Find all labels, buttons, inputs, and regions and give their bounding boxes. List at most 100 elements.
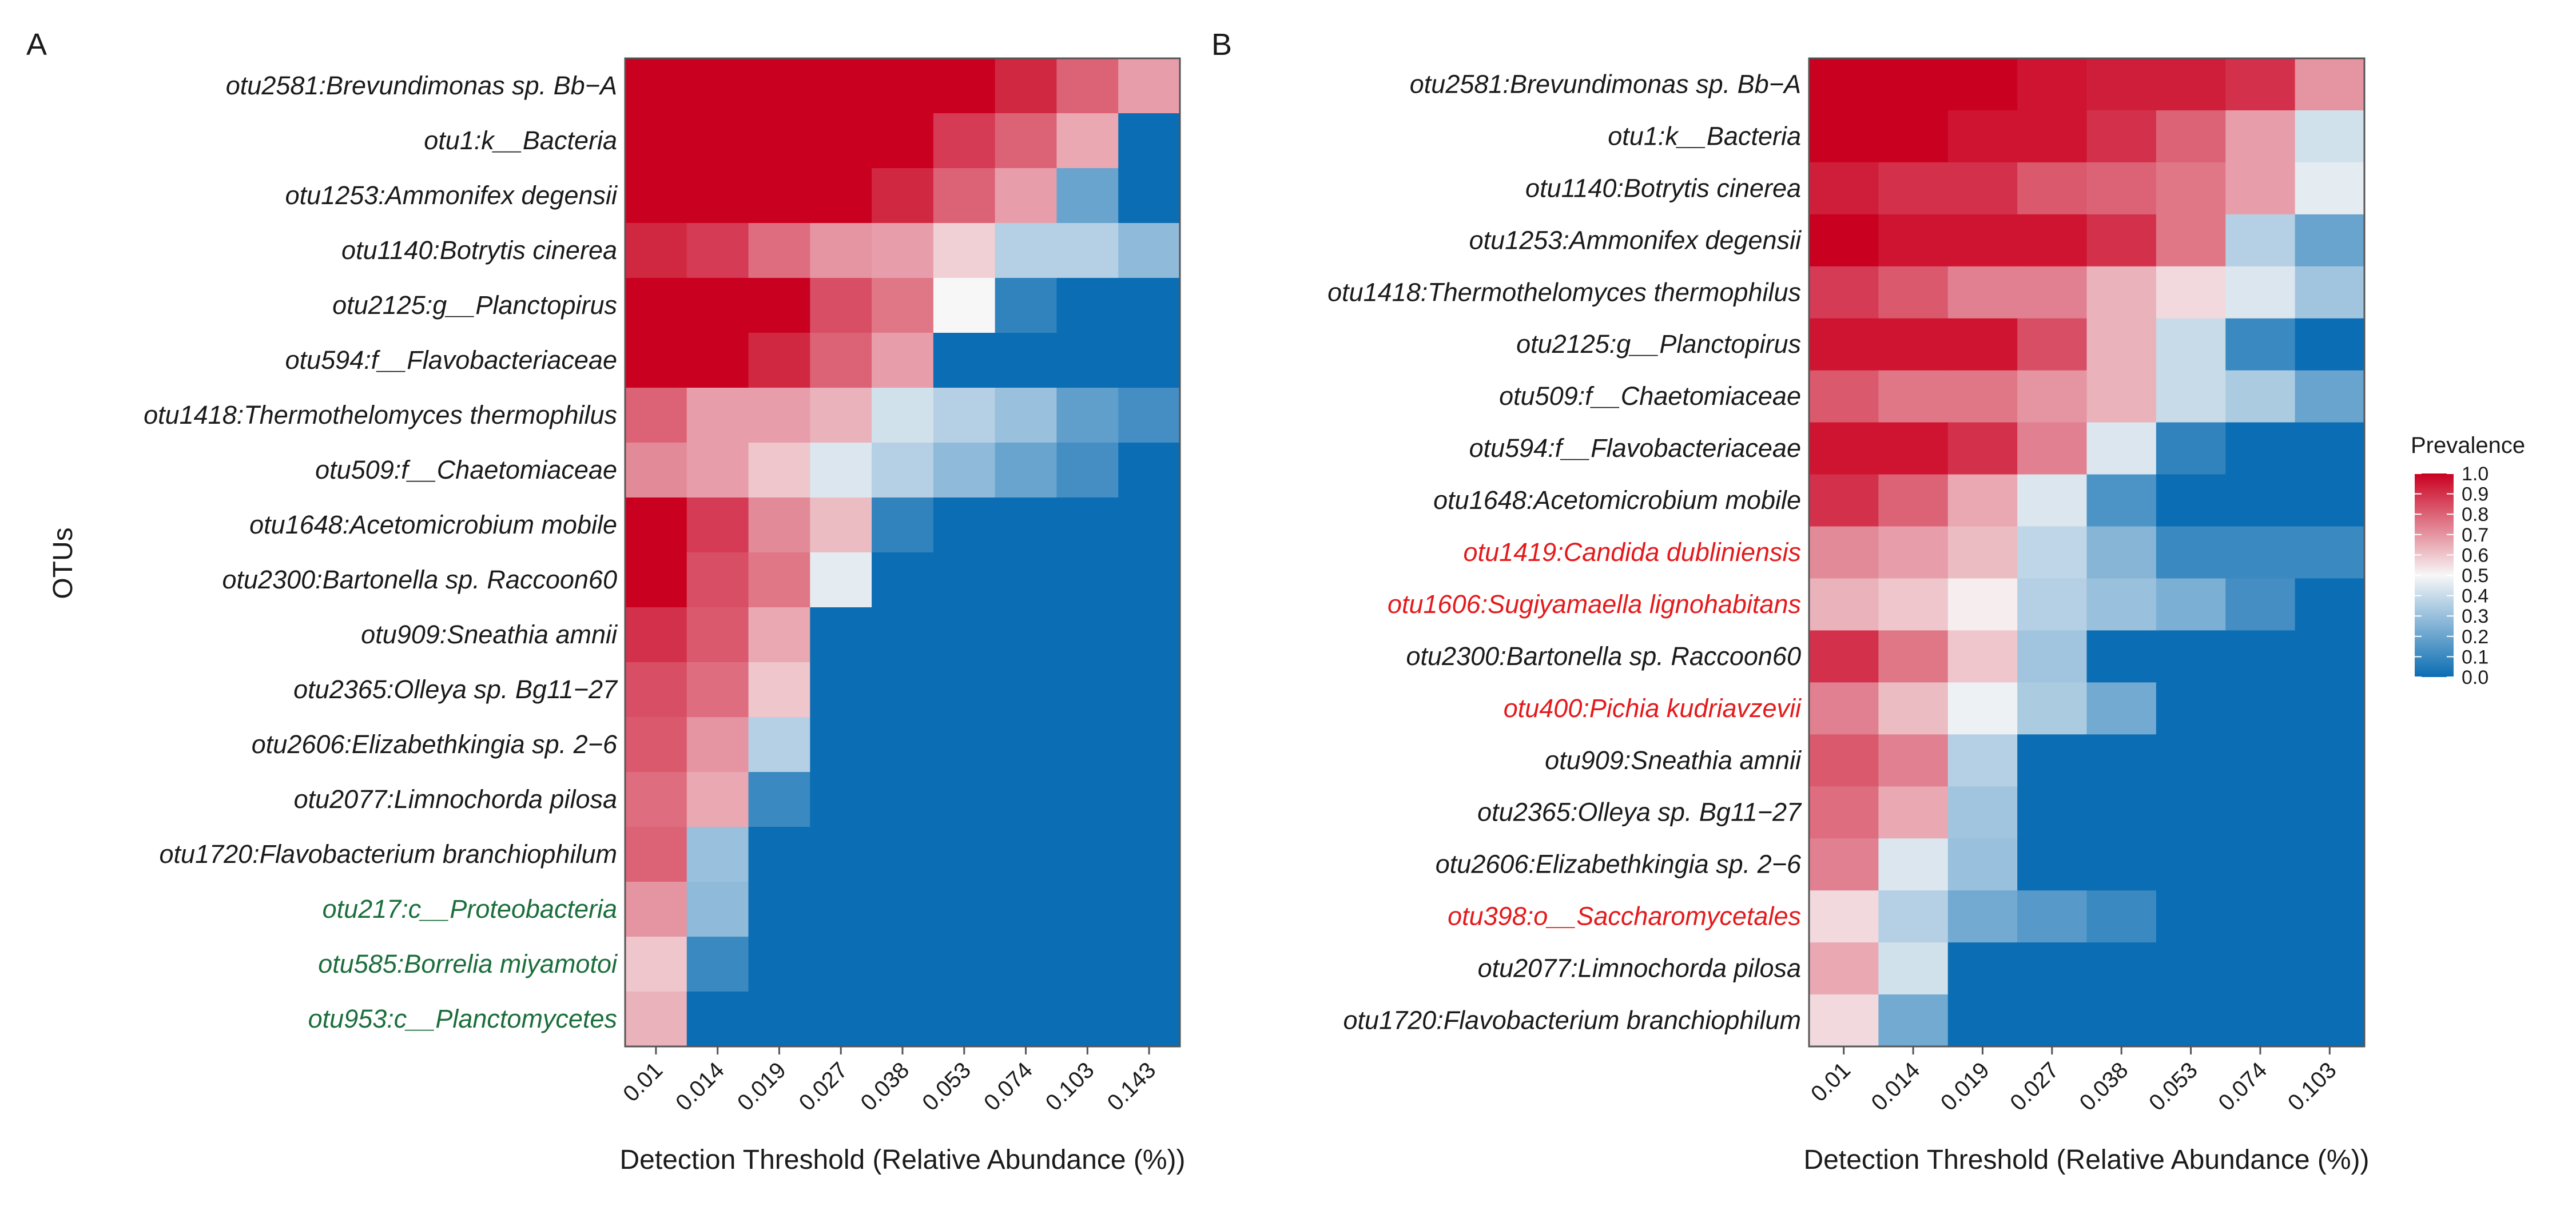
panel-b-cell bbox=[2017, 474, 2088, 527]
panel-a-cell bbox=[625, 113, 687, 169]
panel-a-cell bbox=[1056, 223, 1119, 278]
panel-a-cell bbox=[748, 827, 810, 882]
panel-b-cell bbox=[2017, 630, 2088, 683]
panel-b-cell bbox=[2156, 838, 2226, 891]
panel-b-cell bbox=[2156, 422, 2226, 475]
panel-a-xtick-label: 0.143 bbox=[1103, 1057, 1161, 1116]
panel-a-cell bbox=[810, 113, 872, 169]
panel-b-cell bbox=[2225, 682, 2296, 735]
panel-b-cell bbox=[2156, 942, 2226, 995]
panel-b-cell bbox=[1878, 110, 1949, 163]
panel-b-cell bbox=[1878, 422, 1949, 475]
panel-b-cell bbox=[2156, 682, 2226, 735]
legend-tick-label: 0.2 bbox=[2462, 626, 2488, 648]
panel-a-cell bbox=[686, 333, 749, 388]
panel-b-cell bbox=[2156, 786, 2226, 839]
panel-b-cell bbox=[1809, 110, 1879, 163]
panel-a-cell bbox=[810, 992, 872, 1047]
panel-a-cell bbox=[872, 662, 934, 718]
panel-b-cell bbox=[2225, 474, 2296, 527]
panel-b-cell bbox=[1947, 838, 2018, 891]
panel-a-cell bbox=[933, 168, 996, 224]
panel-a-cell bbox=[686, 717, 749, 773]
panel-b-cell bbox=[2295, 162, 2365, 215]
panel-a-ytick-label: otu585:Borrelia miyamotoi bbox=[318, 949, 618, 978]
panel-b-cell bbox=[2086, 942, 2157, 995]
panel-b-xtick-label: 0.038 bbox=[2075, 1057, 2133, 1116]
legend-title: Prevalence bbox=[2411, 433, 2525, 458]
panel-b-cell bbox=[1809, 630, 1879, 683]
panel-b-cell bbox=[2086, 786, 2157, 839]
panel-a-cell bbox=[748, 882, 810, 937]
panel-b-cell bbox=[2156, 994, 2226, 1047]
panel-a-cell bbox=[625, 772, 687, 827]
panel-a-cell bbox=[748, 223, 810, 278]
panel-b-cell bbox=[1809, 578, 1879, 631]
panel-a-cell bbox=[625, 882, 687, 937]
panel-a-cell bbox=[748, 772, 810, 827]
panel-a-cell bbox=[933, 223, 996, 278]
panel-a-cell bbox=[933, 607, 996, 663]
panel-b-cell bbox=[2086, 578, 2157, 631]
panel-b-cell bbox=[2156, 890, 2226, 943]
panel-b-cell bbox=[1947, 474, 2018, 527]
panel-b-cell bbox=[2225, 318, 2296, 371]
panel-a-cells bbox=[625, 58, 1180, 1047]
panel-a-cell bbox=[1118, 827, 1180, 882]
panel-a-cell bbox=[625, 827, 687, 882]
panel-b-cell bbox=[1878, 838, 1949, 891]
panel-a-ytick-label: otu1418:Thermothelomyces thermophilus bbox=[144, 400, 617, 429]
panel-b-cell bbox=[2086, 682, 2157, 735]
panel-a-cell bbox=[872, 223, 934, 278]
panel-b-cell bbox=[2086, 734, 2157, 787]
legend-tick-label: 0.5 bbox=[2462, 565, 2488, 587]
panel-a-cell bbox=[1118, 58, 1180, 114]
panel-a-ytick-label: otu509:f__Chaetomiaceae bbox=[315, 455, 617, 484]
panel-b-cell bbox=[2295, 578, 2365, 631]
panel-b-xtick-label: 0.027 bbox=[2005, 1057, 2064, 1116]
panel-a-xtick-label: 0.074 bbox=[979, 1057, 1037, 1116]
panel-b-xtick-labels: 0.01 0.014 0.019 0.027 0.038 0.053 0.074 0.103 bbox=[1806, 1046, 2342, 1116]
panel-b-cell bbox=[1878, 58, 1949, 111]
panel-b-xtick-label: 0.019 bbox=[1936, 1057, 1994, 1116]
panel-b-cell bbox=[1878, 942, 1949, 995]
panel-a-cell bbox=[686, 772, 749, 827]
panel-a-cell bbox=[810, 278, 872, 333]
panel-b-cell bbox=[2017, 214, 2088, 267]
panel-a-ytick-label: otu217:c__Proteobacteria bbox=[323, 894, 617, 924]
panel-b-ytick-labels: otu2581:Brevundimonas sp. Bb−A otu1:k__Ba… bbox=[1327, 69, 1802, 1034]
panel-b-cell bbox=[1947, 682, 2018, 735]
panel-a-cell bbox=[1118, 223, 1180, 278]
panel-a-cell bbox=[933, 443, 996, 498]
panel-b-cell bbox=[1809, 214, 1879, 267]
panel-a-xtick-label: 0.027 bbox=[794, 1057, 853, 1116]
panel-b-ytick-label: otu1606:Sugiyamaella lignohabitans bbox=[1388, 590, 1801, 619]
panel-b-cell bbox=[1809, 942, 1879, 995]
panel-b-cell bbox=[1947, 162, 2018, 215]
panel-b-ytick-label: otu1140:Botrytis cinerea bbox=[1525, 173, 1801, 202]
panel-b-cell bbox=[2017, 578, 2088, 631]
panel-b-cell bbox=[1809, 318, 1879, 371]
prevalence-legend: Prevalence 1.00.90.80.70.60.50.40.30.20.… bbox=[2411, 433, 2525, 688]
panel-b-cell bbox=[1947, 422, 2018, 475]
panel-b-cell bbox=[1878, 890, 1949, 943]
panel-b-cell bbox=[2225, 578, 2296, 631]
panel-b-cell bbox=[1809, 370, 1879, 423]
panel-a-cell bbox=[686, 607, 749, 663]
panel-a-xtick-label: 0.01 bbox=[618, 1057, 667, 1107]
panel-b-cell bbox=[2295, 214, 2365, 267]
panel-b-cell bbox=[2086, 474, 2157, 527]
panel-b-ytick-label: otu1253:Ammonifex degensii bbox=[1469, 225, 1802, 254]
panel-a-cell bbox=[748, 607, 810, 663]
panel-b-cell bbox=[1809, 838, 1879, 891]
panel-a-cell bbox=[1118, 937, 1180, 992]
panel-a-cell bbox=[686, 388, 749, 443]
panel-a-xtick-label: 0.103 bbox=[1041, 1057, 1099, 1116]
legend-tick-label: 0.8 bbox=[2462, 504, 2488, 526]
panel-a-cell bbox=[995, 992, 1058, 1047]
panel-a-cell bbox=[1056, 58, 1119, 114]
panel-a-cell bbox=[872, 497, 934, 553]
panel-a-ytick-label: otu2365:Olleya sp. Bg11−27 bbox=[293, 675, 618, 704]
panel-b-ytick-label: otu1:k__Bacteria bbox=[1608, 121, 1801, 150]
panel-a-cell bbox=[995, 223, 1058, 278]
